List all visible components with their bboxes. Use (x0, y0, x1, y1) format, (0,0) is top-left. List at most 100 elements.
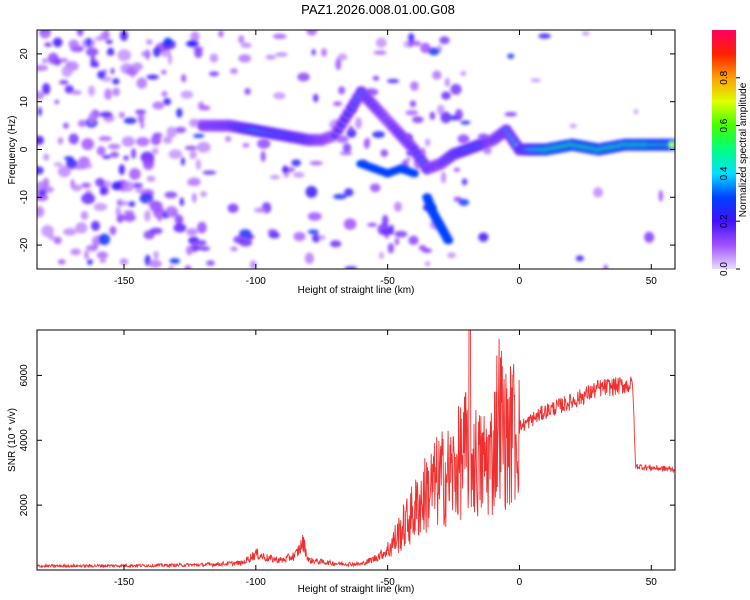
heatmap-y-axis-label: Frequency (Hz) (7, 116, 18, 185)
heatmap-cell (309, 160, 323, 166)
heatmap-cell (409, 100, 417, 108)
snr-x-axis-label: Height of straight line (km) (298, 584, 415, 595)
heatmap-x-ticks: -150 -100 -50 0 50 (114, 30, 657, 287)
heatmap-cells (37, 30, 675, 269)
heatmap-cell (267, 229, 278, 235)
heatmap-cell (439, 36, 450, 45)
heatmap-cell (144, 210, 151, 222)
heatmap-cell (348, 125, 353, 132)
heatmap-cell (136, 77, 148, 89)
heatmap-cell (225, 135, 232, 142)
heatmap-cell (195, 159, 201, 170)
heatmap-x-tick-label: 50 (646, 276, 658, 287)
heatmap-cell (68, 133, 79, 145)
heatmap-cell (408, 39, 413, 48)
heatmap-cell (41, 225, 54, 238)
heatmap-cell (97, 70, 106, 80)
heatmap-cell (37, 137, 42, 146)
heatmap-cell (38, 189, 47, 197)
heatmap-cell (333, 101, 343, 107)
heatmap-cell (165, 206, 178, 218)
heatmap-cell (156, 212, 163, 222)
heatmap-cell (305, 185, 318, 198)
heatmap-cell (230, 246, 238, 252)
heatmap-cell (197, 221, 207, 234)
snr-x-ticks: -150 -100 -50 0 50 (114, 330, 657, 588)
colorbar-label: Normalized spectral amplitude (738, 82, 749, 217)
heatmap-cell (412, 116, 424, 123)
heatmap-cell (174, 214, 184, 225)
heatmap-cell (272, 33, 287, 40)
heatmap-cell (424, 138, 431, 147)
heatmap-cell (117, 49, 132, 62)
heatmap-cell (282, 165, 288, 174)
colorbar-tick-label: 0.4 (719, 166, 730, 180)
heatmap-cell (200, 191, 207, 198)
heatmap-cell (85, 37, 92, 47)
heatmap-cell (378, 251, 385, 260)
heatmap-cell (454, 108, 463, 121)
heatmap-cell (80, 210, 89, 220)
heatmap-cell (98, 136, 112, 142)
heatmap-cell (135, 137, 150, 147)
heatmap-cell (186, 228, 198, 236)
heatmap-cell (99, 111, 113, 118)
snr-y-tick-label: 4000 (19, 429, 30, 452)
heatmap-cell (163, 37, 173, 47)
heatmap-cell (185, 40, 200, 48)
snr-y-tick-label: 2000 (19, 494, 30, 517)
snr-panel: -150 -100 -50 0 50 2000 4000 6000 Height of st… (7, 329, 676, 595)
heatmap-cell (123, 155, 129, 161)
heatmap-cell (394, 230, 408, 238)
heatmap-cell (394, 237, 400, 246)
heatmap-cell (355, 117, 362, 129)
heatmap-cell (191, 245, 203, 251)
heatmap-cell (58, 58, 69, 63)
heatmap-y-tick-label: 20 (19, 48, 30, 60)
heatmap-cell (81, 138, 95, 151)
heatmap-x-tick-label: 0 (517, 276, 523, 287)
heatmap-cell (209, 53, 219, 63)
heatmap-cell (164, 191, 178, 199)
heatmap-x-tick-label: -100 (246, 276, 266, 287)
heatmap-cell (422, 248, 432, 253)
heatmap-cell (644, 231, 655, 243)
heatmap-cell (311, 233, 321, 243)
heatmap-cell (163, 97, 172, 106)
heatmap-cell (507, 53, 515, 59)
heatmap-cell (131, 62, 143, 71)
heatmap-cell (342, 143, 352, 153)
heatmap-x-axis-label: Height of straight line (km) (298, 285, 415, 296)
heatmap-cell (346, 128, 357, 138)
heatmap-cell (192, 133, 205, 139)
heatmap-cell (96, 146, 106, 156)
heatmap-cell (581, 31, 590, 36)
heatmap-cell (145, 39, 153, 45)
heatmap-cell (440, 171, 447, 184)
heatmap-cell (57, 259, 66, 265)
heatmap-cell (538, 33, 551, 39)
heatmap-cell (37, 207, 44, 217)
heatmap-cell (180, 90, 194, 99)
heatmap-cell (184, 145, 197, 151)
heatmap-cell (460, 70, 467, 77)
heatmap-cell (73, 165, 88, 170)
heatmap-y-tick-label: -10 (19, 190, 30, 205)
heatmap-cell (123, 181, 134, 192)
heatmap-cell (269, 175, 281, 180)
heatmap-cell (343, 218, 357, 230)
heatmap-cell (291, 159, 302, 167)
heatmap-cell (37, 194, 49, 202)
heatmap-cell (206, 260, 215, 266)
heatmap-cell (166, 126, 177, 138)
heatmap-cell (406, 156, 411, 162)
heatmap-cell (369, 183, 381, 193)
heatmap-cell (123, 117, 137, 125)
heatmap-cell (54, 99, 60, 105)
snr-x-tick-label: 50 (646, 577, 658, 588)
heatmap-cell (71, 184, 82, 192)
heatmap-cell (238, 54, 252, 63)
heatmap-cell (189, 150, 197, 160)
heatmap-cell (150, 135, 162, 146)
